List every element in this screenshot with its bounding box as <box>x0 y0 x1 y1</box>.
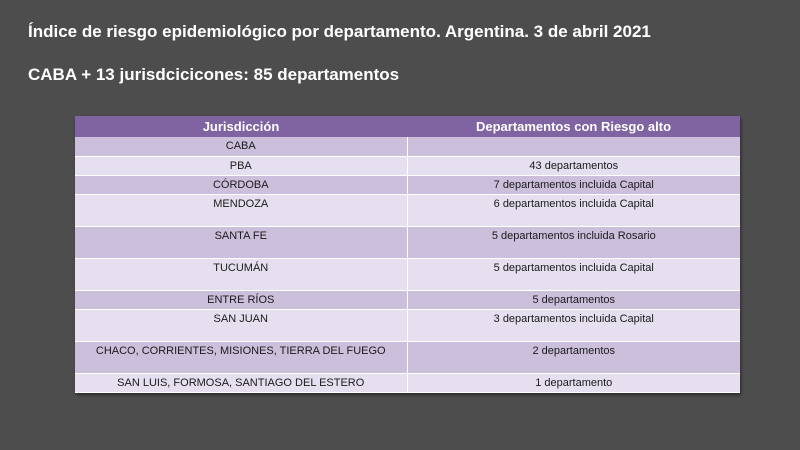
cell-departamentos: 1 departamento <box>407 373 740 393</box>
cell-jurisdiccion: ENTRE RÍOS <box>75 290 408 310</box>
table-row: MENDOZA 6 departamentos incluida Capital <box>75 194 740 227</box>
table-row: CABA <box>75 137 740 157</box>
cell-departamentos: 7 departamentos incluida Capital <box>407 175 740 195</box>
cell-departamentos <box>407 137 740 157</box>
table-row: ENTRE RÍOS 5 departamentos <box>75 290 740 310</box>
cell-departamentos: 5 departamentos <box>407 290 740 310</box>
risk-table: Jurisdicción Departamentos con Riesgo al… <box>75 116 740 393</box>
cell-jurisdiccion: TUCUMÁN <box>75 258 408 291</box>
slide-title: Índice de riesgo epidemiológico por depa… <box>28 22 651 41</box>
cell-departamentos: 2 departamentos <box>407 341 740 374</box>
cell-jurisdiccion: PBA <box>75 156 408 176</box>
table-row: PBA 43 departamentos <box>75 156 740 176</box>
cell-jurisdiccion: CHACO, CORRIENTES, MISIONES, TIERRA DEL … <box>75 341 408 374</box>
cell-departamentos: 5 departamentos incluida Rosario <box>407 226 740 259</box>
table-row: SANTA FE 5 departamentos incluida Rosari… <box>75 226 740 259</box>
table-row: SAN JUAN 3 departamentos incluida Capita… <box>75 309 740 342</box>
table-header-row: Jurisdicción Departamentos con Riesgo al… <box>75 116 740 137</box>
cell-departamentos: 43 departamentos <box>407 156 740 176</box>
cell-jurisdiccion: SAN JUAN <box>75 309 408 342</box>
cell-jurisdiccion: CÓRDOBA <box>75 175 408 195</box>
table-row: CÓRDOBA 7 departamentos incluida Capital <box>75 175 740 195</box>
table-row: SAN LUIS, FORMOSA, SANTIAGO DEL ESTERO 1… <box>75 373 740 393</box>
cell-jurisdiccion: SAN LUIS, FORMOSA, SANTIAGO DEL ESTERO <box>75 373 408 393</box>
slide-subtitle: CABA + 13 jurisdcicicones: 85 departamen… <box>28 65 400 84</box>
header-departamentos: Departamentos con Riesgo alto <box>407 116 740 137</box>
cell-jurisdiccion: SANTA FE <box>75 226 408 259</box>
cell-departamentos: 5 departamentos incluida Capital <box>407 258 740 291</box>
cell-jurisdiccion: MENDOZA <box>75 194 408 227</box>
cell-departamentos: 6 departamentos incluida Capital <box>407 194 740 227</box>
table-row: CHACO, CORRIENTES, MISIONES, TIERRA DEL … <box>75 341 740 374</box>
cell-departamentos: 3 departamentos incluida Capital <box>407 309 740 342</box>
cell-jurisdiccion: CABA <box>75 137 408 157</box>
header-jurisdiccion: Jurisdicción <box>75 116 407 137</box>
table-row: TUCUMÁN 5 departamentos incluida Capital <box>75 258 740 291</box>
